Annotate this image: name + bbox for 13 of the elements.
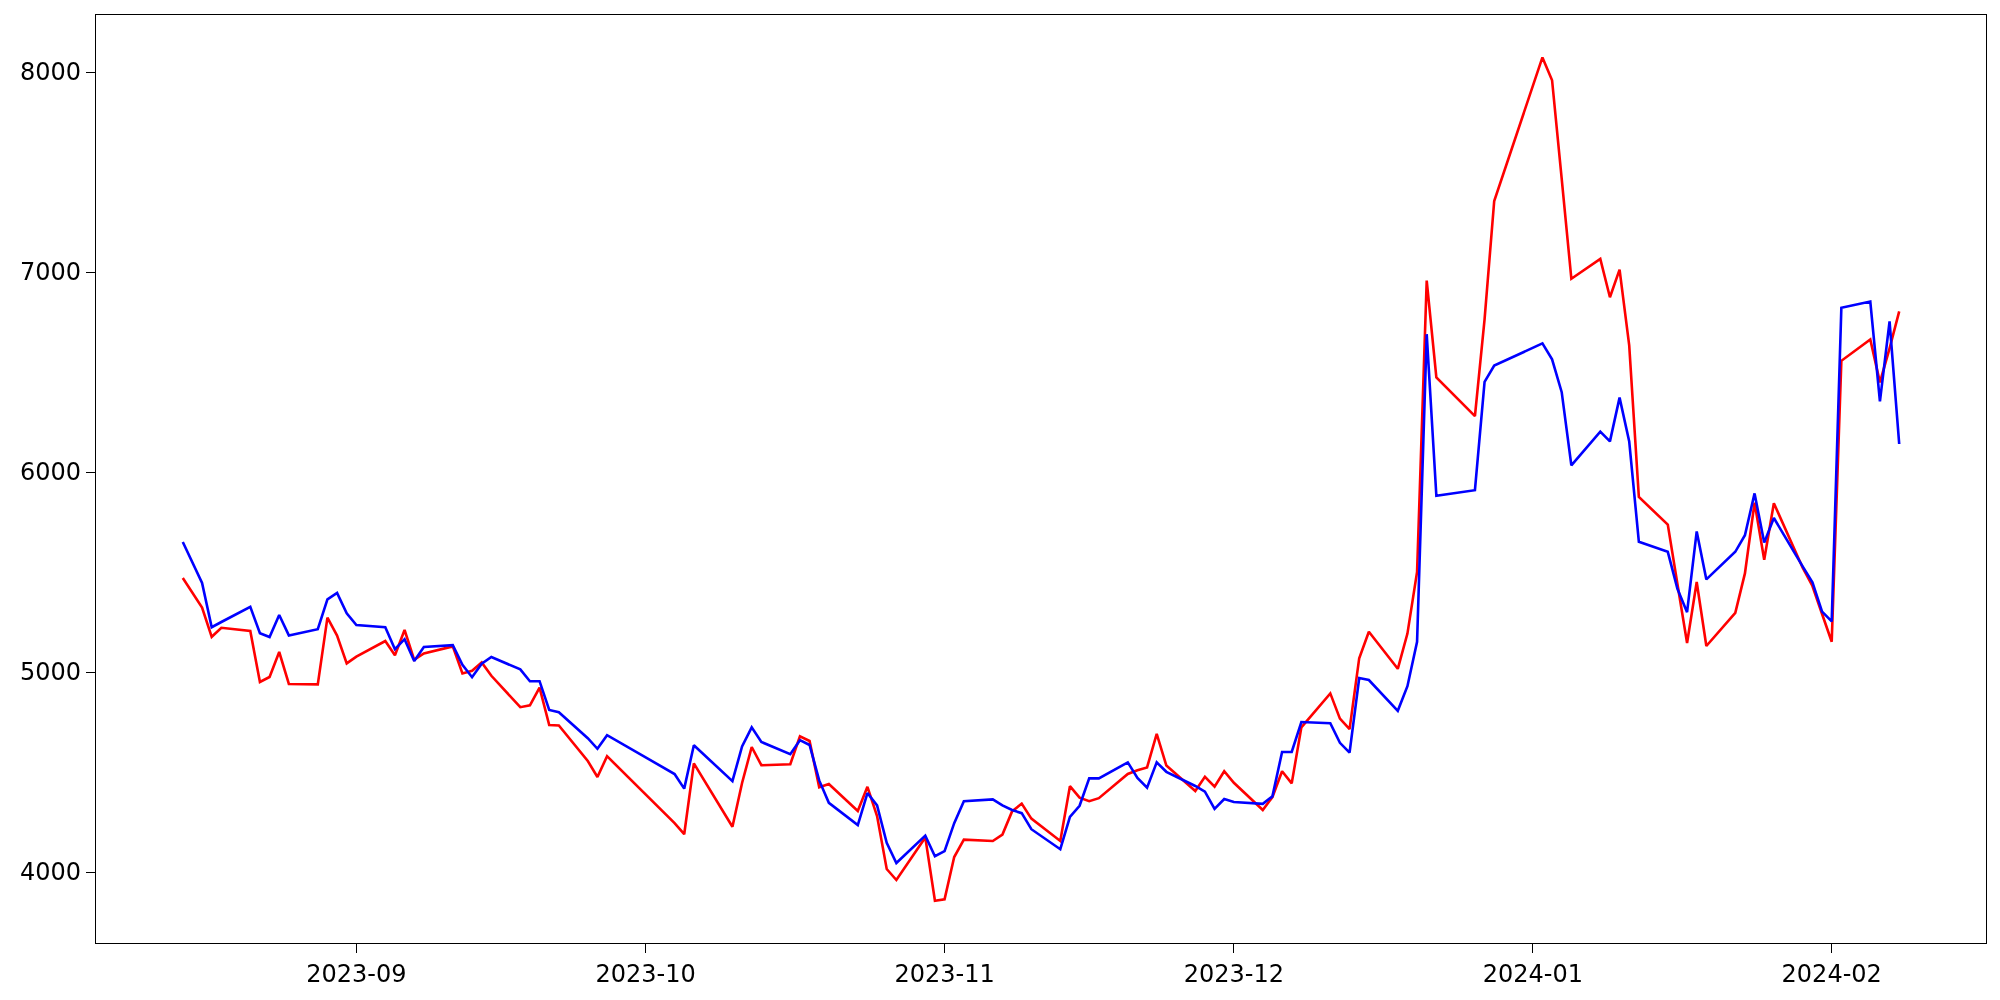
x-tick-label: 2024-01 (1482, 959, 1583, 988)
x-tick-label: 2023-11 (894, 959, 995, 988)
y-tick-label: 6000 (19, 458, 82, 487)
y-tick-label: 4000 (19, 858, 82, 887)
y-tick-label: 5000 (19, 658, 82, 687)
y-tick-label: 8000 (19, 58, 82, 87)
x-tick-label: 2023-10 (595, 959, 696, 988)
x-tick-label: 2023-12 (1183, 959, 1284, 988)
x-tick-label: 2024-02 (1781, 959, 1882, 988)
x-tick-label: 2023-09 (306, 959, 407, 988)
line-series (181, 56, 1901, 903)
y-tick-label: 7000 (19, 258, 82, 287)
line-series (181, 300, 1901, 865)
